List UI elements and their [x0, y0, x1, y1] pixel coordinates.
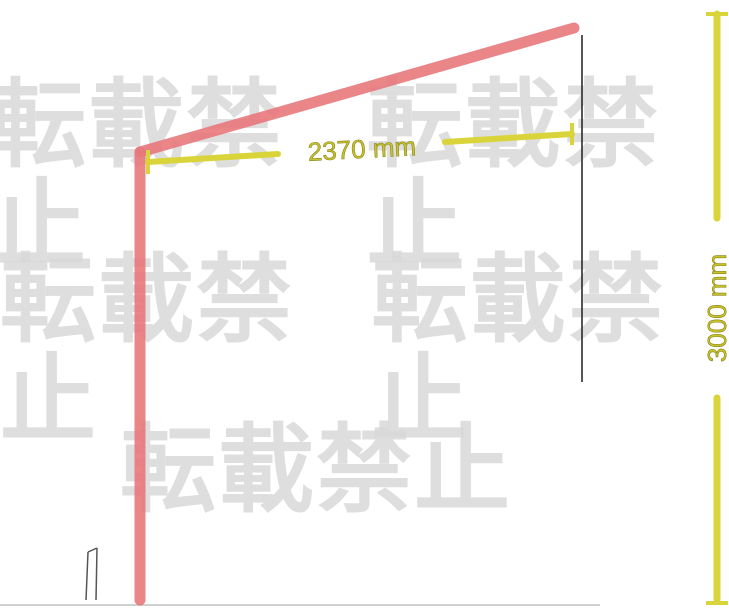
frame-beam	[134, 22, 580, 158]
dimension-line-right	[442, 131, 575, 145]
base-marker-right	[95, 547, 98, 601]
base-marker-top	[87, 547, 98, 553]
base-marker-left	[85, 551, 89, 601]
vertical-dimension-label: 3000 mm	[702, 254, 729, 362]
horizontal-dimension-label: 2370 mm	[307, 131, 417, 167]
horizontal-dimension: 2370 mm	[145, 123, 575, 174]
vertical-dimension: 3000 mm	[702, 10, 729, 605]
dimension-line-left	[145, 151, 281, 165]
